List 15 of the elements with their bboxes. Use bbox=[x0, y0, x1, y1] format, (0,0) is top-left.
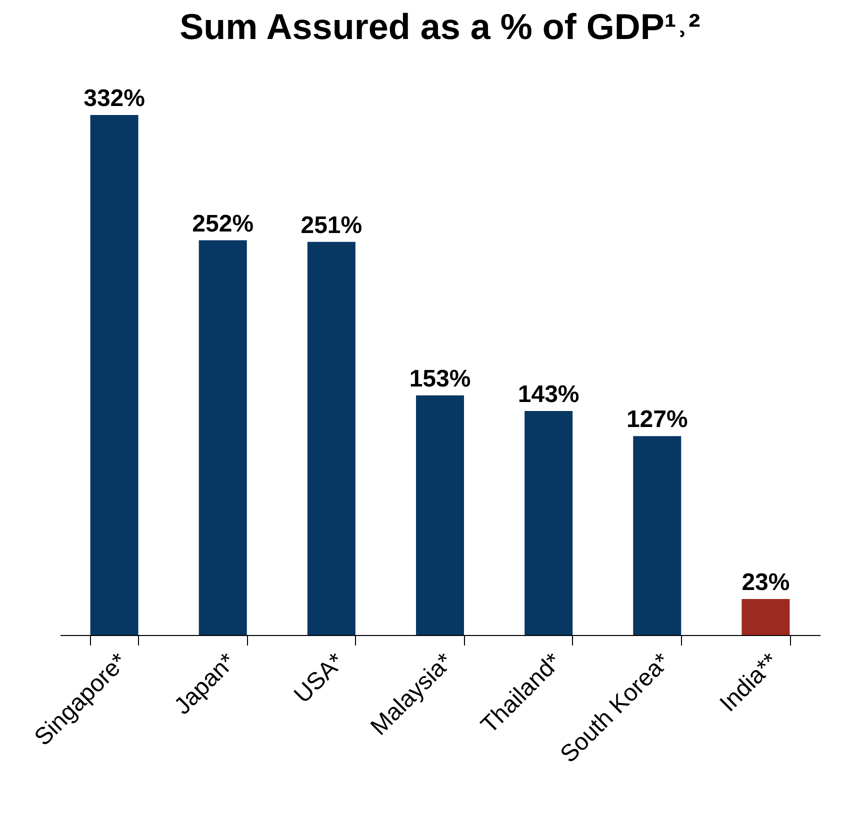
data-label: 23% bbox=[742, 568, 790, 596]
data-label: 127% bbox=[626, 406, 688, 434]
data-label: 252% bbox=[192, 210, 254, 238]
data-label: 251% bbox=[300, 212, 362, 239]
data-label: 143% bbox=[518, 381, 580, 408]
bar bbox=[307, 242, 356, 635]
bar bbox=[198, 240, 247, 635]
bar bbox=[633, 436, 682, 635]
data-label: 332% bbox=[84, 85, 145, 112]
data-label: 153% bbox=[409, 365, 471, 392]
chart-title: Sum Assured as a % of GDP¹˒² bbox=[180, 6, 700, 47]
bar bbox=[416, 395, 464, 635]
bar bbox=[524, 411, 573, 635]
bar bbox=[90, 115, 138, 635]
bar bbox=[742, 598, 790, 635]
